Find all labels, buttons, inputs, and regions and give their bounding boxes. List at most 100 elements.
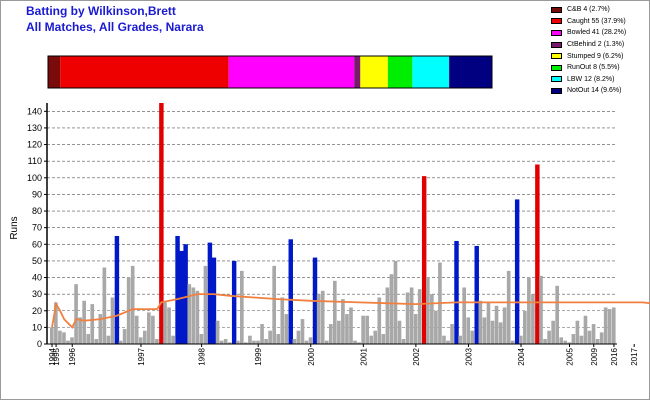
innings-bar — [413, 314, 418, 344]
y-tick-label: 80 — [32, 206, 42, 216]
innings-bar — [474, 245, 479, 344]
innings-bar — [486, 302, 491, 344]
innings-bar — [231, 260, 237, 344]
legend: C&B 4 (2.7%) Caught 55 (37.9%) Bowled 41… — [551, 4, 626, 97]
y-tick-label: 50 — [32, 256, 42, 266]
innings-bar — [543, 339, 547, 344]
dismissal-segment — [60, 56, 229, 88]
innings-bar — [256, 340, 260, 344]
legend-label: CtBehind 2 (1.3%) — [567, 41, 625, 49]
innings-bar — [466, 317, 471, 344]
innings-bar — [138, 337, 143, 344]
x-tick-label: 2016 — [610, 347, 619, 365]
innings-bar — [583, 315, 588, 344]
innings-bar — [304, 340, 309, 344]
innings-bar — [401, 339, 406, 344]
innings-bar — [244, 342, 248, 344]
innings-bar — [102, 267, 107, 344]
innings-bar — [442, 335, 446, 344]
innings-bar — [341, 299, 345, 344]
innings-bar — [284, 314, 289, 344]
innings-bar — [276, 334, 281, 344]
innings-bar — [58, 330, 62, 344]
innings-bar — [389, 274, 394, 344]
legend-item-cb: C&B 4 (2.7%) — [551, 4, 626, 16]
dismissal-segment — [449, 56, 492, 88]
y-tick-label: 0 — [37, 339, 42, 349]
innings-bar — [446, 340, 450, 344]
innings-bar — [591, 324, 596, 344]
legend-item-caught: Caught 55 (37.9%) — [551, 16, 626, 28]
innings-bar — [62, 332, 66, 344]
innings-bar — [122, 329, 127, 344]
y-tick-label: 40 — [32, 273, 42, 283]
innings-bar — [54, 302, 58, 344]
innings-bar — [324, 340, 329, 344]
dismissal-segment — [412, 56, 450, 88]
innings-bar — [575, 320, 580, 344]
legend-label: NotOut 14 (9.6%) — [567, 87, 622, 95]
innings-bar — [579, 335, 584, 344]
innings-bar — [490, 320, 495, 344]
innings-bar — [268, 330, 272, 344]
innings-bar — [175, 235, 180, 344]
innings-bar — [211, 257, 217, 344]
dismissal-segment — [354, 56, 361, 88]
innings-bar — [320, 290, 325, 344]
innings-bar — [235, 340, 240, 344]
innings-bar — [345, 314, 349, 344]
innings-bar — [385, 287, 390, 344]
innings-bar — [195, 290, 200, 344]
axes — [46, 103, 617, 345]
innings-bar — [110, 297, 115, 344]
innings-bar — [252, 340, 256, 344]
innings-bar — [130, 265, 135, 344]
innings-bar — [272, 265, 276, 344]
y-tick-label: 130 — [27, 123, 42, 133]
legend-swatch — [551, 6, 562, 13]
innings-bar — [191, 287, 196, 344]
innings-bar — [518, 335, 523, 344]
legend-swatch — [551, 87, 562, 94]
innings-bar — [357, 342, 361, 344]
innings-bar — [308, 337, 313, 344]
legend-swatch — [551, 64, 562, 71]
innings-bar — [523, 310, 527, 344]
innings-bar — [240, 270, 244, 344]
innings-bar — [434, 310, 438, 344]
innings-bar — [502, 307, 507, 344]
innings-bar — [74, 284, 78, 344]
innings-bar — [421, 176, 427, 344]
innings-bar — [316, 294, 321, 344]
legend-item-notout: NotOut 14 (9.6%) — [551, 85, 626, 97]
innings-bar — [82, 300, 86, 344]
x-tick-label: 2000 — [307, 347, 316, 365]
innings-bar — [607, 309, 612, 344]
innings-bar — [203, 265, 208, 344]
y-tick-label: 70 — [32, 223, 42, 233]
innings-bar — [183, 244, 188, 344]
innings-bar — [595, 339, 600, 344]
legend-label: C&B 4 (2.7%) — [567, 6, 610, 14]
innings-bar — [227, 342, 232, 344]
y-axis-label: Runs — [9, 216, 20, 239]
innings-bar — [535, 164, 540, 344]
innings-bar — [555, 285, 559, 344]
legend-item-runout: RunOut 8 (5.5%) — [551, 62, 626, 74]
innings-bar — [458, 335, 462, 344]
innings-bar — [547, 330, 551, 344]
innings-bar — [98, 314, 103, 344]
innings-bar — [337, 320, 341, 344]
x-tick-label: 1994 — [48, 347, 57, 365]
innings-bar — [90, 304, 95, 344]
innings-bar — [361, 315, 365, 344]
legend-item-ctbehind: CtBehind 2 (1.3%) — [551, 39, 626, 51]
legend-swatch — [551, 29, 562, 36]
innings-bar — [611, 307, 616, 344]
innings-bar — [94, 339, 99, 344]
legend-swatch — [551, 18, 562, 25]
innings-bar — [462, 287, 467, 344]
dismissal-segment — [387, 56, 413, 88]
